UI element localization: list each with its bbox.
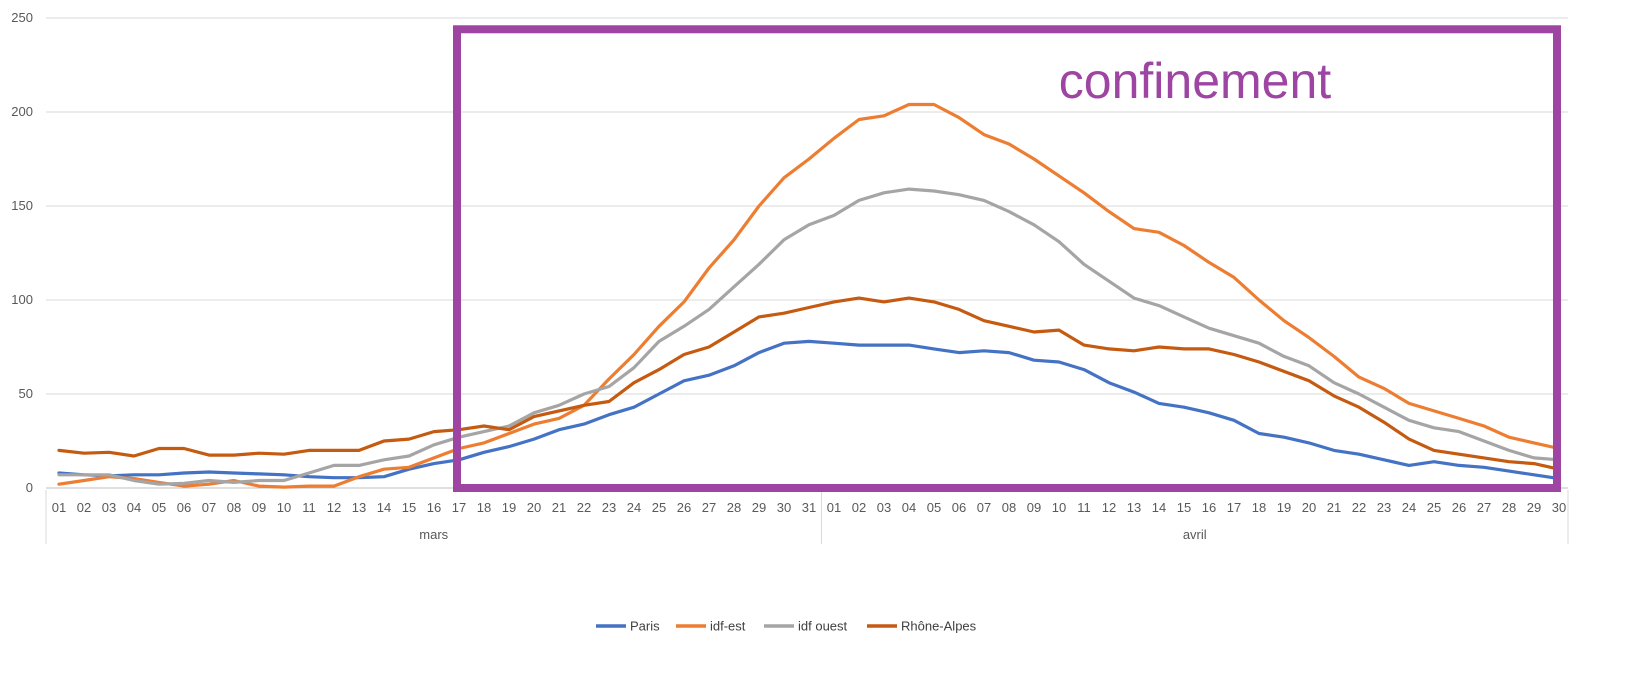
x-tick-label: 25: [652, 500, 666, 515]
confinement-label: confinement: [1059, 53, 1331, 109]
x-tick-label: 23: [1377, 500, 1391, 515]
x-tick-label: 04: [127, 500, 141, 515]
x-tick-label: 15: [402, 500, 416, 515]
x-tick-label: 14: [377, 500, 391, 515]
x-tick-label: 03: [102, 500, 116, 515]
x-tick-label: 23: [602, 500, 616, 515]
y-tick-label: 0: [26, 480, 33, 495]
month-label-mars: mars: [419, 527, 448, 542]
x-tick-label: 09: [1027, 500, 1041, 515]
x-tick-label: 30: [1552, 500, 1566, 515]
y-tick-label: 200: [11, 104, 33, 119]
y-axis: 0 50 100 150 200 250: [11, 10, 33, 495]
x-tick-label: 21: [1327, 500, 1341, 515]
x-tick-label: 26: [1452, 500, 1466, 515]
series-line-Paris: [57, 339, 1561, 481]
x-tick-label: 31: [802, 500, 816, 515]
x-tick-label: 28: [727, 500, 741, 515]
x-tick-label: 25: [1427, 500, 1441, 515]
x-tick-label: 26: [677, 500, 691, 515]
x-tick-label: 11: [302, 500, 316, 515]
x-tick-label: 11: [1077, 500, 1091, 515]
x-tick-label: 10: [1052, 500, 1066, 515]
x-tick-label: 14: [1152, 500, 1166, 515]
x-tick-label: 04: [902, 500, 916, 515]
x-tick-label: 20: [1302, 500, 1316, 515]
legend-label-Paris: Paris: [630, 619, 660, 634]
x-tick-label: 21: [552, 500, 566, 515]
x-tick-label: 13: [1127, 500, 1141, 515]
x-tick-label: 27: [1477, 500, 1491, 515]
series-line-Rhône-Alpes: [57, 296, 1561, 471]
x-tick-label: 06: [952, 500, 966, 515]
x-tick-label: 30: [777, 500, 791, 515]
x-tick-label: 29: [752, 500, 766, 515]
x-axis: 01 02 03 04 05 06 07 08 09 10 11 12 13 14 15 16 17 18 19 20…: [45, 490, 1569, 544]
x-tick-label: 01: [827, 500, 841, 515]
series-lines: [57, 102, 1561, 489]
x-tick-label: 03: [877, 500, 891, 515]
legend-label-Rhône-Alpes: Rhône-Alpes: [901, 619, 977, 634]
x-tick-label: 07: [202, 500, 216, 515]
legend-label-idf-est: idf-est: [710, 619, 746, 634]
x-tick-label: 08: [1002, 500, 1016, 515]
legend-label-idf-ouest: idf ouest: [798, 619, 848, 634]
month-label-avril: avril: [1183, 527, 1207, 542]
x-tick-label: 10: [277, 500, 291, 515]
x-tick-label: 22: [1352, 500, 1366, 515]
x-tick-label: 05: [927, 500, 941, 515]
x-tick-label: 17: [452, 500, 466, 515]
x-tick-label: 08: [227, 500, 241, 515]
x-tick-label: 16: [427, 500, 441, 515]
x-tick-label: 18: [477, 500, 491, 515]
x-tick-label: 06: [177, 500, 191, 515]
x-tick-label: 16: [1202, 500, 1216, 515]
legend: Paris idf-est idf ouest Rhône-Alpes: [596, 619, 977, 634]
x-tick-label: 20: [527, 500, 541, 515]
x-tick-label: 28: [1502, 500, 1516, 515]
x-tick-label: 19: [1277, 500, 1291, 515]
x-tick-label: 17: [1227, 500, 1241, 515]
x-tick-label: 07: [977, 500, 991, 515]
x-tick-label: 24: [1402, 500, 1416, 515]
x-tick-label: 22: [577, 500, 591, 515]
y-tick-label: 150: [11, 198, 33, 213]
x-tick-label: 18: [1252, 500, 1266, 515]
x-tick-label: 05: [152, 500, 166, 515]
y-tick-label: 100: [11, 292, 33, 307]
y-tick-label: 250: [11, 10, 33, 25]
x-tick-label: 15: [1177, 500, 1191, 515]
x-tick-label: 09: [252, 500, 266, 515]
x-tick-label: 01: [52, 500, 66, 515]
series-line-idf-est: [57, 102, 1561, 489]
x-tick-label: 12: [327, 500, 341, 515]
confinement-annotation: confinement: [453, 25, 1561, 493]
x-tick-label: 13: [352, 500, 366, 515]
series-line-idf-ouest: [57, 187, 1561, 486]
x-tick-label: 27: [702, 500, 716, 515]
x-tick-label: 29: [1527, 500, 1541, 515]
x-tick-label: 19: [502, 500, 516, 515]
x-tick-label: 02: [77, 500, 91, 515]
x-tick-label: 02: [852, 500, 866, 515]
x-tick-label: 12: [1102, 500, 1116, 515]
y-tick-label: 50: [19, 386, 33, 401]
confinement-box: [453, 25, 1561, 493]
gridlines: [46, 17, 1568, 489]
x-tick-label: 24: [627, 500, 641, 515]
